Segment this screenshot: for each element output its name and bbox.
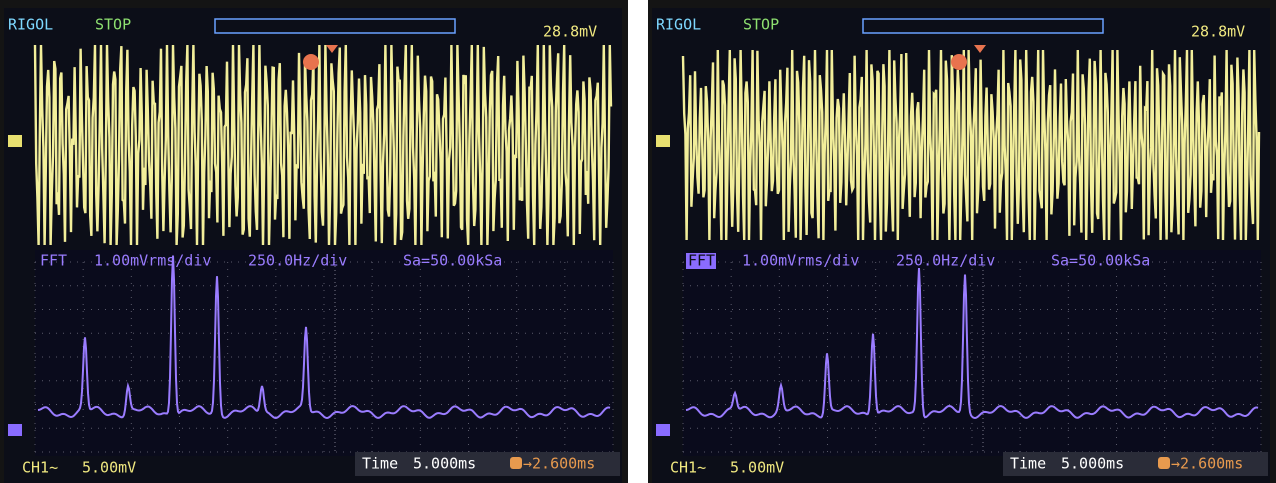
trigger-offset: →2.600ms (1171, 455, 1243, 473)
fft-horizontal: 250.0Hz/div (248, 252, 347, 270)
time-label: Time (362, 455, 398, 473)
brand: RIGOL (656, 16, 701, 34)
trigger-icon (510, 457, 522, 469)
fft-vertical: 1.00mVrms/div (94, 252, 211, 270)
channel-scale: 5.00mV (82, 459, 136, 477)
channel: CH1~ (22, 459, 58, 477)
status: STOP (743, 16, 779, 34)
fft-label: FFT (688, 252, 715, 270)
channel-marker (8, 135, 22, 147)
channel-scale: 5.00mV (730, 459, 784, 477)
fft-marker (8, 424, 22, 436)
fft-label: FFT (40, 252, 67, 270)
fft-horizontal: 250.0Hz/div (896, 252, 995, 270)
fft-vertical: 1.00mVrms/div (742, 252, 859, 270)
fft-sample-rate: Sa=50.00kSa (403, 252, 502, 270)
brand: RIGOL (8, 16, 53, 34)
channel: CH1~ (670, 459, 706, 477)
time-scale: 5.000ms (413, 455, 476, 473)
scope-screen: RIGOL STOP 28.8mV FFT 1.00mVrms/div 250.0Hz/d… (648, 0, 1276, 483)
status: STOP (95, 16, 131, 34)
trigger-level: 28.8mV (543, 23, 597, 41)
trigger-marker (303, 54, 319, 70)
scope-screen: RIGOL STOP 28.8mV FFT 1.00mVrms/div 250.0Hz/d… (0, 0, 628, 483)
page: RIGOL STOP 28.8mV FFT 1.00mVrms/div 250.0Hz/d… (0, 0, 1276, 483)
channel-marker (656, 135, 670, 147)
time-scale: 5.000ms (1061, 455, 1124, 473)
time-label: Time (1010, 455, 1046, 473)
fft-sample-rate: Sa=50.00kSa (1051, 252, 1150, 270)
trigger-icon (1158, 457, 1170, 469)
trigger-offset: →2.600ms (523, 455, 595, 473)
fft-marker (656, 424, 670, 436)
trigger-level: 28.8mV (1191, 23, 1245, 41)
trigger-marker (951, 54, 967, 70)
